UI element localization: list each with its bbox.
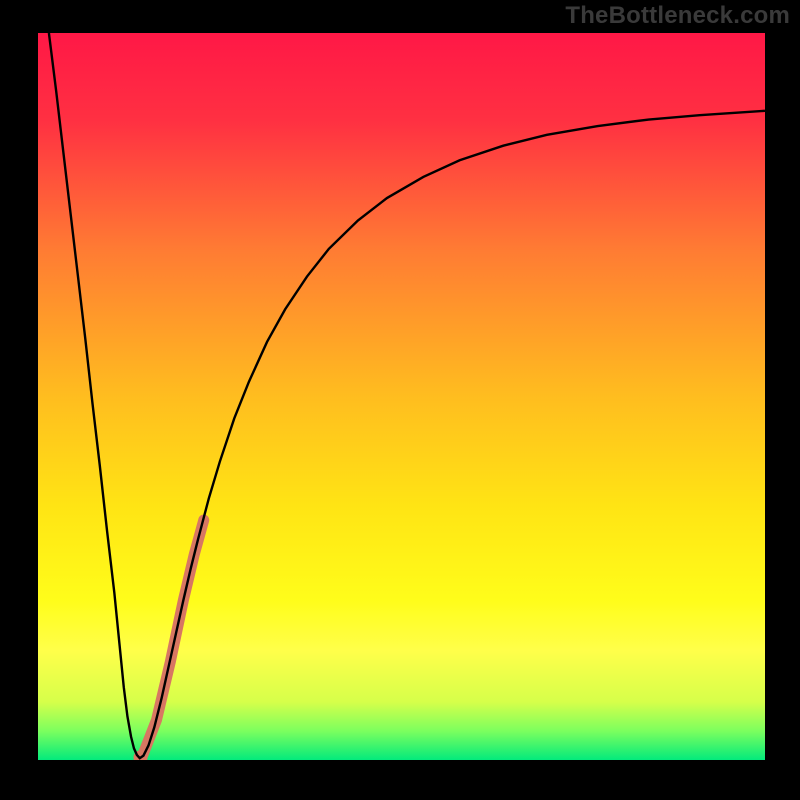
- watermark-text: TheBottleneck.com: [565, 2, 790, 30]
- chart-stage: TheBottleneck.com: [0, 0, 800, 800]
- bottleneck-curve: [49, 33, 765, 758]
- curve-layer: [38, 33, 765, 760]
- plot-area: [38, 33, 765, 760]
